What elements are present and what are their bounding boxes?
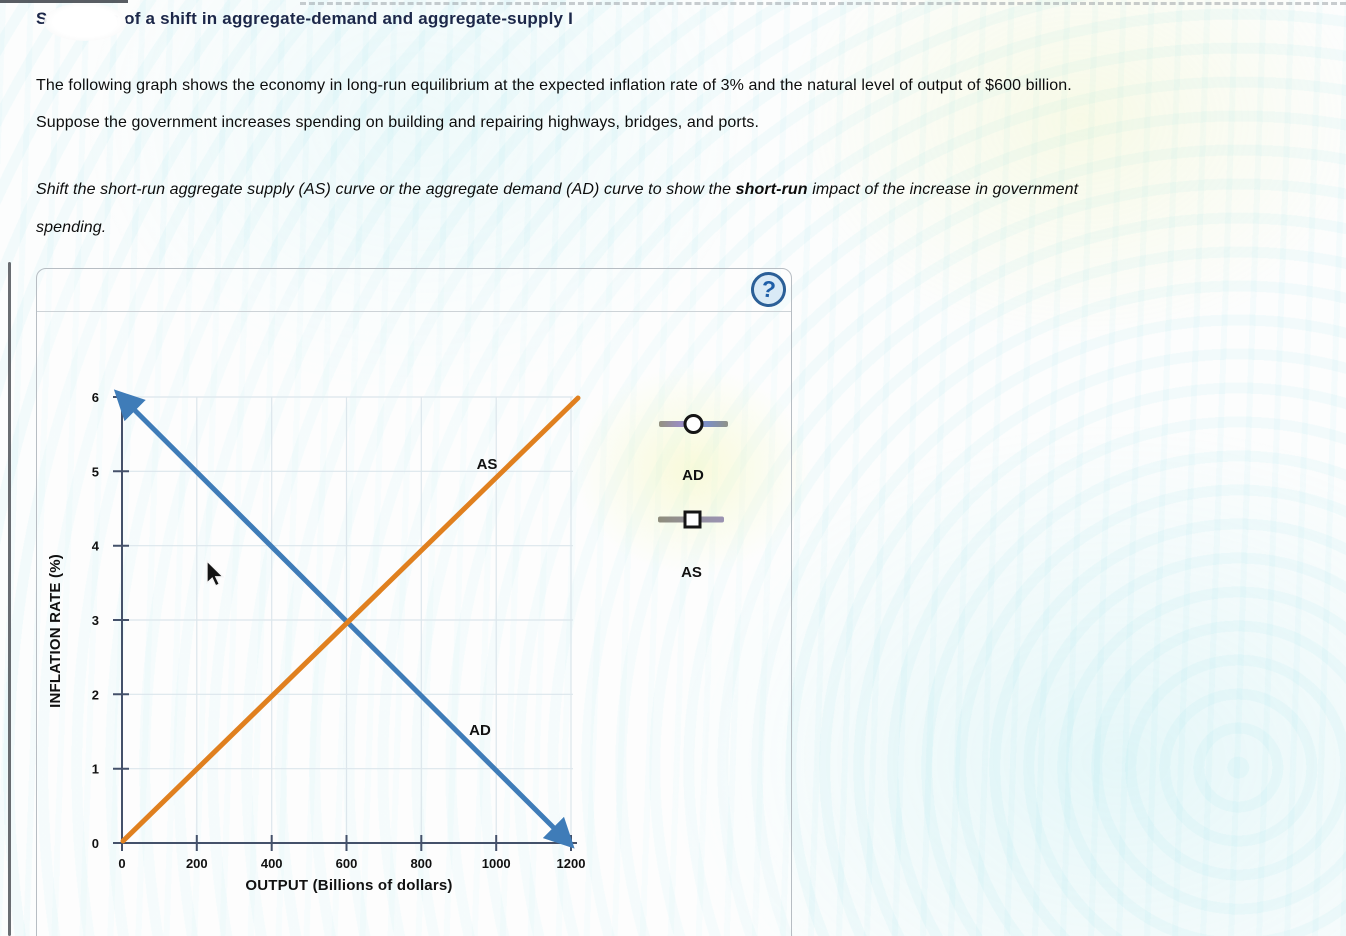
as-drag-handle[interactable]: [658, 510, 724, 529]
instruction-paragraph: Shift the short-run aggregate supply (AS…: [36, 171, 1328, 247]
x-tick-600: 600: [336, 856, 358, 871]
x-tick-1000: 1000: [482, 856, 511, 871]
ad-handle-circle-icon[interactable]: [683, 414, 704, 434]
y-tick-3: 3: [92, 613, 99, 628]
mouse-cursor-icon: [206, 559, 225, 587]
as-legend-label: AS: [681, 564, 702, 581]
y-tick-2: 2: [92, 687, 99, 702]
x-tick-0: 0: [118, 856, 125, 871]
scan-artifact-page-edge: [8, 262, 11, 936]
ad-legend-label: AD: [682, 467, 704, 484]
as-curve[interactable]: [120, 395, 581, 844]
x-tick-800: 800: [410, 856, 432, 871]
scan-artifact-dashed-line: [300, 2, 1346, 5]
x-tick-400: 400: [261, 856, 283, 871]
graph-canvas: AS AD 6 5 4 3 2 1 0 0 200 400 600 800 10…: [47, 389, 728, 894]
instruction-line-1: Shift the short-run aggregate supply (AS…: [36, 181, 1079, 198]
instruction-bold: short-run: [735, 181, 808, 198]
y-tick-1: 1: [92, 762, 99, 777]
x-tick-200: 200: [186, 856, 208, 871]
as-handle-square-icon[interactable]: [683, 510, 702, 529]
ad-drag-handle[interactable]: [659, 414, 728, 434]
x-tick-1200: 1200: [557, 856, 586, 871]
y-tick-4: 4: [92, 539, 100, 554]
y-tick-6: 6: [92, 390, 99, 405]
scan-artifact-top-bar: [0, 0, 128, 3]
as-curve-label: AS: [477, 456, 498, 473]
y-tick-0: 0: [92, 836, 99, 851]
intro-paragraph: The following graph shows the economy in…: [36, 67, 1328, 141]
instruction-line-2: spending.: [36, 219, 107, 236]
obscuring-blob: [44, 3, 126, 41]
intro-line-2: Suppose the government increases spendin…: [36, 114, 760, 131]
ad-curve[interactable]: [113, 389, 575, 849]
y-axis-title: INFLATION RATE (%): [47, 554, 64, 708]
panel-divider: [37, 311, 791, 312]
graph-panel: ?: [36, 268, 792, 936]
title-rest: s of a shift in aggregate-demand and agg…: [109, 9, 574, 28]
x-axis-title: OUTPUT (Billions of dollars): [245, 877, 452, 894]
intro-line-1: The following graph shows the economy in…: [36, 77, 1072, 94]
y-tick-5: 5: [92, 464, 99, 479]
ad-curve-label: AD: [469, 722, 491, 739]
title-start: S: [36, 9, 48, 28]
